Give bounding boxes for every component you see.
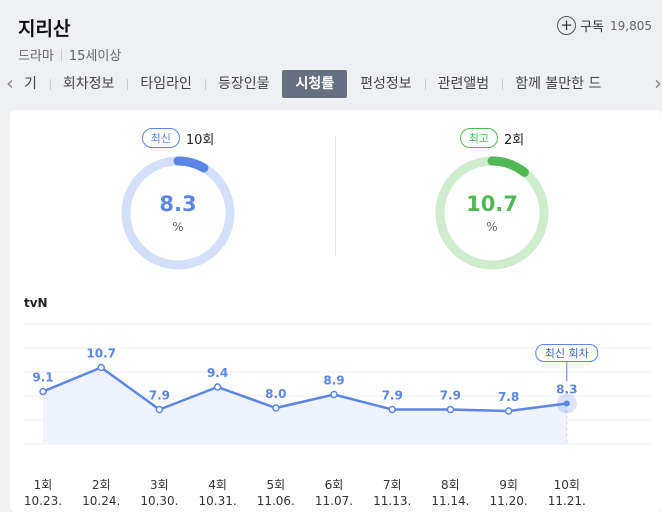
meta-divider (60, 48, 62, 61)
data-label: 8.3 (556, 383, 577, 397)
series-area (43, 367, 567, 444)
x-date-label: 11.07. (315, 494, 353, 508)
age-rating-label: 15세이상 (68, 49, 122, 64)
data-point (39, 387, 47, 396)
tab-partial[interactable]: 기 (24, 76, 37, 92)
data-label: 8.9 (323, 374, 344, 388)
highest-episode: 2회 (504, 132, 525, 148)
x-date-label: 11.06. (257, 494, 295, 508)
data-label: 9.1 (32, 371, 53, 385)
highest-rating-donut: 10.7 % (433, 154, 551, 272)
x-date-label: 10.23. (24, 494, 62, 508)
tab-cast[interactable]: 등장인물 (204, 70, 283, 98)
highest-donut-arc (487, 156, 529, 177)
latest-donut-graphic (121, 156, 235, 270)
stat-divider (335, 136, 336, 256)
data-point (97, 363, 105, 372)
x-date-label: 11.13. (373, 494, 411, 508)
highest-rating-head: 최고 2회 (402, 128, 582, 148)
data-point (388, 405, 396, 414)
x-tick-label: 4회 (208, 478, 227, 492)
data-point (446, 405, 455, 414)
data-label: 7.9 (440, 389, 461, 403)
data-point (155, 405, 164, 414)
latest-episode: 10회 (185, 132, 215, 148)
highest-rating-value: 10.7 (466, 192, 518, 216)
highest-rating-stat: 최고 2회 10.7 % (402, 128, 582, 272)
highest-donut-graphic (435, 156, 549, 270)
x-tick-label: 5회 (266, 478, 285, 492)
x-tick-label: 9회 (499, 478, 518, 492)
tab-episode-info[interactable]: 회차정보 (49, 70, 128, 98)
tab-bar: ‹ 기 회차정보 타임라인 등장인물 시청률 편성정보 관련앨범 함께 볼만한 … (0, 70, 662, 98)
tab-ratings[interactable]: 시청률 (282, 70, 348, 98)
chevron-left-icon[interactable]: ‹ (6, 71, 14, 95)
ratings-card: 최신 10회 8.3 % 최고 2회 (10, 110, 662, 512)
chevron-right-icon[interactable]: › (654, 71, 662, 95)
data-point (330, 390, 338, 399)
x-tick-label: 3회 (150, 478, 169, 492)
latest-rating-head: 최신 10회 (88, 128, 268, 148)
latest-donut-arc (173, 156, 209, 173)
data-label: 7.9 (382, 389, 403, 403)
x-date-label: 10.30. (140, 494, 178, 508)
latest-badge: 최신 (141, 128, 180, 148)
x-tick-label: 8회 (441, 478, 460, 492)
x-date-label: 11.21. (548, 494, 586, 508)
latest-rating-value: 8.3 (159, 192, 197, 216)
latest-rating-stat: 최신 10회 8.3 % (88, 128, 268, 272)
genre-label: 드라마 (18, 49, 54, 64)
latest-callout-label: 최신 회차 (545, 347, 589, 360)
program-title: 지리산 (18, 18, 71, 40)
x-date-label: 10.31. (199, 494, 237, 508)
data-label: 8.0 (265, 387, 286, 401)
data-point (272, 404, 280, 412)
x-tick-label: 10회 (554, 478, 580, 492)
latest-rating-unit: % (172, 220, 184, 234)
x-tick-label: 7회 (383, 478, 402, 492)
latest-rating-donut: 8.3 % (119, 154, 237, 272)
subscribe-button[interactable]: + 구독 19,805 (557, 16, 652, 35)
data-label: 9.4 (207, 366, 228, 380)
x-date-label: 10.24. (82, 494, 120, 508)
data-point (213, 383, 222, 391)
x-tick-label: 2회 (92, 478, 111, 492)
tab-list: 기 회차정보 타임라인 등장인물 시청률 편성정보 관련앨범 함께 볼만한 드 (24, 70, 644, 98)
data-point (504, 407, 513, 415)
x-tick-label: 6회 (325, 478, 344, 492)
data-label: 7.8 (498, 390, 519, 404)
x-date-label: 11.14. (431, 494, 469, 508)
highest-rating-unit: % (486, 220, 498, 234)
data-label: 7.9 (149, 389, 170, 403)
highest-badge: 최고 (459, 128, 498, 148)
subscribe-label: 구독 (580, 20, 604, 35)
ratings-line-chart: 9.1 1회 10.23. 10.7 2회 10.24. 7.9 3회 10.30. 9.4 4회 1… (24, 323, 650, 508)
subscriber-count: 19,805 (610, 18, 652, 33)
plus-icon: + (557, 16, 577, 35)
program-meta: 드라마 15세이상 (18, 45, 121, 64)
tab-schedule[interactable]: 편성정보 (360, 76, 412, 92)
tab-recommended[interactable]: 함께 볼만한 드 (502, 70, 614, 98)
x-date-label: 11.20. (490, 494, 528, 508)
data-label: 10.7 (86, 347, 116, 361)
tab-timeline[interactable]: 타임라인 (127, 70, 205, 98)
tab-albums[interactable]: 관련앨범 (424, 70, 503, 98)
network-label: tvN (24, 296, 48, 310)
series-line (42, 366, 567, 413)
latest-callout-box (535, 344, 599, 362)
x-tick-label: 1회 (34, 478, 53, 492)
data-point (563, 400, 570, 407)
